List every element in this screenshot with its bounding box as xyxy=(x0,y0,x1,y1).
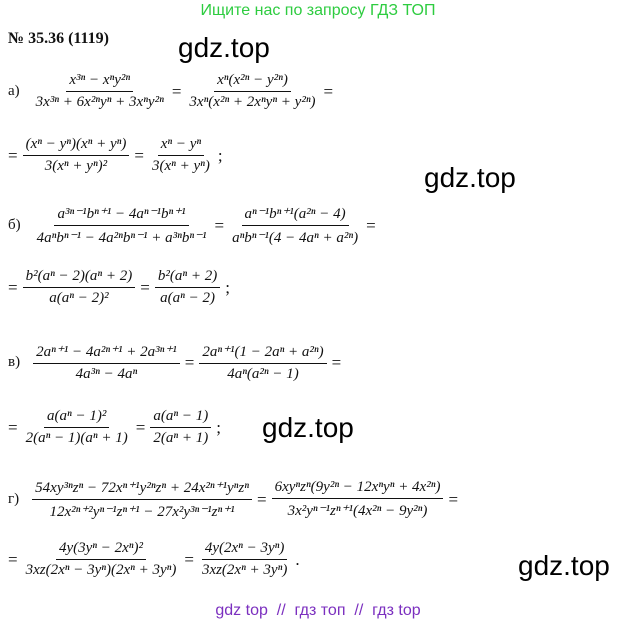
item-label: б) xyxy=(8,217,21,233)
denominator: 3xz(2xⁿ − 3yⁿ)(2xⁿ + 3yⁿ) xyxy=(25,562,177,578)
numerator: xⁿ − yⁿ xyxy=(157,136,205,156)
numerator: x³ⁿ − xⁿy²ⁿ xyxy=(66,72,134,92)
fraction: a³ⁿ⁻¹bⁿ⁺¹ − 4aⁿ⁻¹bⁿ⁺¹ 4aⁿbⁿ⁻¹ − 4a²ⁿbⁿ⁻¹ … xyxy=(34,204,210,247)
operator: ; xyxy=(217,145,223,165)
watermark: gdz.top xyxy=(262,412,354,443)
denominator: 3xⁿ(x²ⁿ + 2xⁿyⁿ + y²ⁿ) xyxy=(189,94,316,110)
operator: . xyxy=(295,549,300,569)
watermark: gdz.top xyxy=(178,32,270,63)
fraction: xⁿ − yⁿ 3(xⁿ + yⁿ) xyxy=(149,136,213,175)
numerator: 6xyⁿzⁿ(9y²ⁿ − 12xⁿyⁿ + 4x²ⁿ) xyxy=(271,479,444,499)
operator: = xyxy=(8,549,18,569)
denominator: a(aⁿ − 2)² xyxy=(49,290,109,306)
operator: = xyxy=(331,352,342,372)
item-label: г) xyxy=(8,491,20,507)
fraction: aⁿ⁻¹bⁿ⁺¹(a²ⁿ − 4) aⁿbⁿ⁻¹(4 − 4aⁿ + a²ⁿ) xyxy=(229,204,361,247)
operator: = xyxy=(184,549,194,569)
denominator: 4a³ⁿ − 4aⁿ xyxy=(75,366,138,382)
fraction: b²(aⁿ + 2) a(aⁿ − 2) xyxy=(154,268,221,307)
denominator: aⁿbⁿ⁻¹(4 − 4aⁿ + a²ⁿ) xyxy=(232,230,359,246)
item-label: а) xyxy=(8,83,20,99)
operator: = xyxy=(8,145,18,165)
watermark: gdz.top xyxy=(424,162,516,193)
denominator: a(aⁿ − 2) xyxy=(160,290,215,306)
operator: = xyxy=(256,489,267,509)
operator: = xyxy=(366,215,376,235)
fraction: 6xyⁿzⁿ(9y²ⁿ − 12xⁿyⁿ + 4x²ⁿ) 3x²yⁿ⁻¹zⁿ⁺¹(… xyxy=(271,479,444,520)
equation-line: = b²(aⁿ − 2)(aⁿ + 2) a(aⁿ − 2)² = b²(aⁿ + 2)… xyxy=(8,268,230,307)
denominator: 3x³ⁿ + 6x²ⁿyⁿ + 3xⁿy²ⁿ xyxy=(35,94,164,110)
denominator: 4aⁿ(a²ⁿ − 1) xyxy=(227,366,299,382)
numerator: 2aⁿ⁺¹(1 − 2aⁿ + a²ⁿ) xyxy=(199,342,327,364)
fraction: x³ⁿ − xⁿy²ⁿ 3x³ⁿ + 6x²ⁿyⁿ + 3xⁿy²ⁿ xyxy=(33,72,167,111)
watermark: gdz.top xyxy=(518,550,610,581)
fraction: (xⁿ − yⁿ)(xⁿ + yⁿ) 3(xⁿ + yⁿ)² xyxy=(22,136,130,175)
fraction: 2aⁿ⁺¹(1 − 2aⁿ + a²ⁿ) 4aⁿ(a²ⁿ − 1) xyxy=(199,342,327,383)
operator: = xyxy=(8,277,18,297)
operator: = xyxy=(135,417,146,437)
fraction: 4y(2xⁿ − 3yⁿ) 3xz(2xⁿ + 3yⁿ) xyxy=(199,540,290,579)
fraction: b²(aⁿ − 2)(aⁿ + 2) a(aⁿ − 2)² xyxy=(22,268,136,307)
numerator: b²(aⁿ − 2)(aⁿ + 2) xyxy=(22,268,136,288)
equation-line: в) 2aⁿ⁺¹ − 4a²ⁿ⁺¹ + 2a³ⁿ⁺¹ 4a³ⁿ − 4aⁿ = 2aⁿ⁺… xyxy=(8,342,341,383)
fraction: xⁿ(x²ⁿ − y²ⁿ) 3xⁿ(x²ⁿ + 2xⁿyⁿ + y²ⁿ) xyxy=(186,72,318,111)
equation-line: = 4y(3yⁿ − 2xⁿ)² 3xz(2xⁿ − 3yⁿ)(2xⁿ + 3yⁿ)… xyxy=(8,540,300,579)
operator: = xyxy=(184,352,195,372)
numerator: a(aⁿ − 1) xyxy=(150,408,212,428)
numerator: 54xy³ⁿzⁿ − 72xⁿ⁺¹y²ⁿzⁿ + 24x²ⁿ⁺¹yⁿzⁿ xyxy=(32,478,252,500)
numerator: xⁿ(x²ⁿ − y²ⁿ) xyxy=(214,72,291,92)
fraction: a(aⁿ − 1) 2(aⁿ + 1) xyxy=(150,408,212,447)
numerator: aⁿ⁻¹bⁿ⁺¹(a²ⁿ − 4) xyxy=(241,204,349,226)
numerator: (xⁿ − yⁿ)(xⁿ + yⁿ) xyxy=(22,136,130,156)
operator: = xyxy=(8,417,18,437)
fraction: 54xy³ⁿzⁿ − 72xⁿ⁺¹y²ⁿzⁿ + 24x²ⁿ⁺¹yⁿzⁿ 12x²… xyxy=(32,478,252,521)
equation-line: = (xⁿ − yⁿ)(xⁿ + yⁿ) 3(xⁿ + yⁿ)² = xⁿ − yⁿ 3(… xyxy=(8,136,223,175)
equation-line: а) x³ⁿ − xⁿy²ⁿ 3x³ⁿ + 6x²ⁿyⁿ + 3xⁿy²ⁿ = xⁿ(x… xyxy=(8,72,333,111)
numerator: a(aⁿ − 1)² xyxy=(44,408,110,428)
footer: gdz top // гдз топ // гдз top xyxy=(215,602,421,619)
operator: = xyxy=(448,489,459,509)
denominator: 4aⁿbⁿ⁻¹ − 4a²ⁿbⁿ⁻¹ + a³ⁿbⁿ⁻¹ xyxy=(36,230,207,246)
numerator: 2aⁿ⁺¹ − 4a²ⁿ⁺¹ + 2a³ⁿ⁺¹ xyxy=(33,342,180,364)
numerator: 4y(2xⁿ − 3yⁿ) xyxy=(201,540,288,560)
operator: ; xyxy=(216,417,221,437)
numerator: b²(aⁿ + 2) xyxy=(154,268,221,288)
operator: = xyxy=(171,81,182,101)
fraction: a(aⁿ − 1)² 2(aⁿ − 1)(aⁿ + 1) xyxy=(23,408,131,447)
operator: ; xyxy=(225,277,230,297)
problem-number: № 35.36 (1119) xyxy=(8,30,109,47)
fraction: 2aⁿ⁺¹ − 4a²ⁿ⁺¹ + 2a³ⁿ⁺¹ 4a³ⁿ − 4aⁿ xyxy=(33,342,180,383)
fraction: 4y(3yⁿ − 2xⁿ)² 3xz(2xⁿ − 3yⁿ)(2xⁿ + 3yⁿ) xyxy=(23,540,180,579)
equation-line: г) 54xy³ⁿzⁿ − 72xⁿ⁺¹y²ⁿzⁿ + 24x²ⁿ⁺¹yⁿzⁿ 12… xyxy=(8,478,458,521)
denominator: 2(aⁿ − 1)(aⁿ + 1) xyxy=(25,430,128,446)
equation-line: = a(aⁿ − 1)² 2(aⁿ − 1)(aⁿ + 1) = a(aⁿ − 1) 2(… xyxy=(8,408,221,447)
banner: Ищите нас по запросу ГДЗ ТОП xyxy=(200,2,436,19)
denominator: 3x²yⁿ⁻¹zⁿ⁺¹(4x²ⁿ − 9y²ⁿ) xyxy=(287,503,428,519)
operator: = xyxy=(140,277,150,297)
denominator: 3(xⁿ + yⁿ) xyxy=(151,158,210,174)
denominator: 3xz(2xⁿ + 3yⁿ) xyxy=(201,562,288,578)
operator: = xyxy=(323,81,334,101)
denominator: 3(xⁿ + yⁿ)² xyxy=(44,158,108,174)
denominator: 12x²ⁿ⁺²yⁿ⁻¹zⁿ⁺¹ − 27x²y³ⁿ⁻¹zⁿ⁺¹ xyxy=(49,504,235,520)
equation-line: б) a³ⁿ⁻¹bⁿ⁺¹ − 4aⁿ⁻¹bⁿ⁺¹ 4aⁿbⁿ⁻¹ − 4a²ⁿbⁿ⁻… xyxy=(8,204,376,247)
numerator: 4y(3yⁿ − 2xⁿ)² xyxy=(55,540,146,560)
denominator: 2(aⁿ + 1) xyxy=(153,430,209,446)
operator: = xyxy=(134,145,144,165)
operator: = xyxy=(214,215,225,235)
numerator: a³ⁿ⁻¹bⁿ⁺¹ − 4aⁿ⁻¹bⁿ⁺¹ xyxy=(54,204,189,226)
item-label: в) xyxy=(8,354,21,370)
